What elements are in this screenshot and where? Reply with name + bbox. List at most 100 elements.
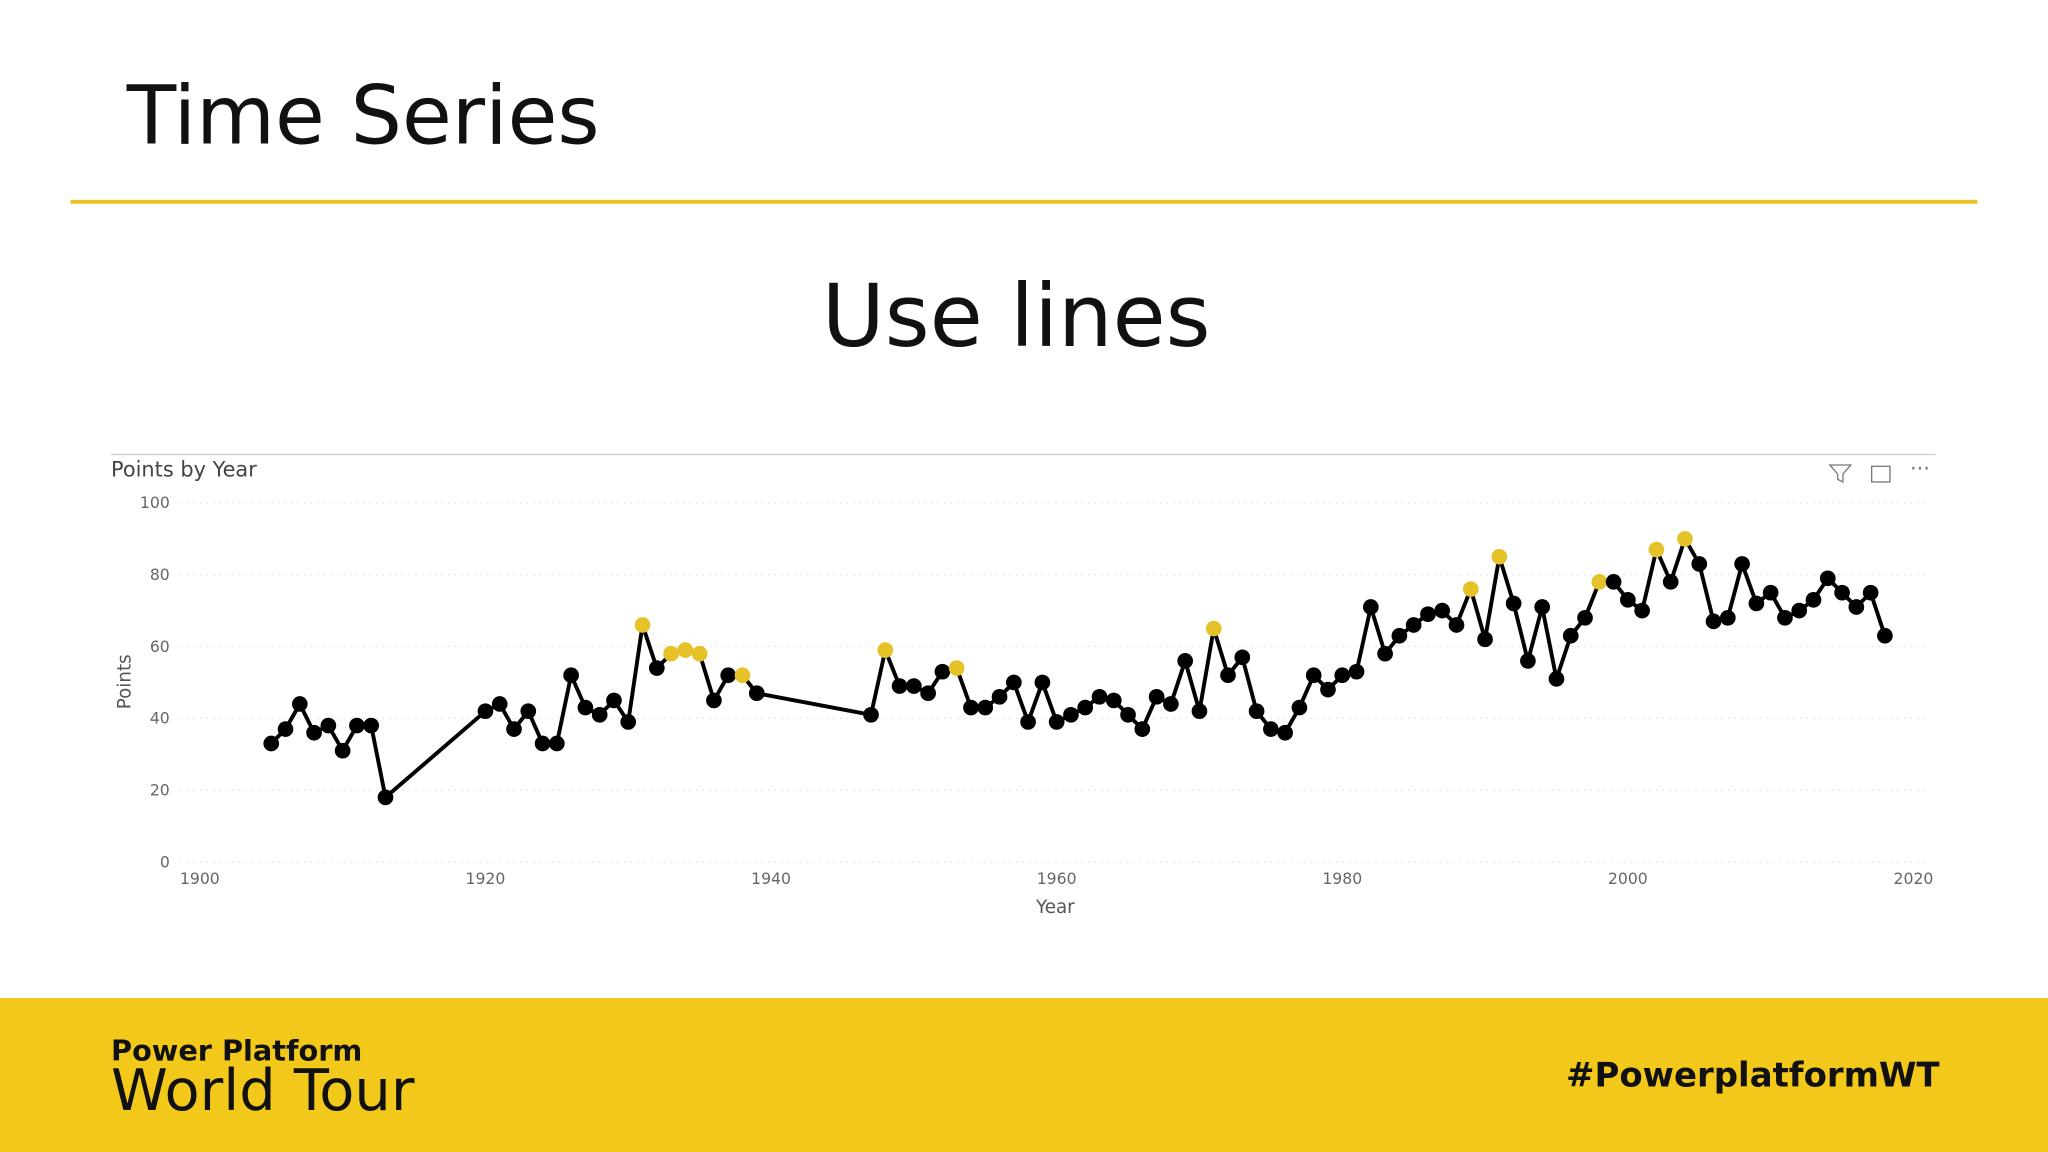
- data-point: [1620, 592, 1636, 608]
- filter-icon[interactable]: [1828, 464, 1853, 484]
- data-point: [1877, 627, 1893, 644]
- footer-brand-bottom: World Tour: [111, 1057, 415, 1124]
- y-axis-label: Points: [115, 654, 136, 709]
- focus-icon[interactable]: [1871, 465, 1891, 483]
- data-point: [948, 660, 965, 676]
- data-point: [1334, 667, 1351, 684]
- data-point: [991, 688, 1008, 705]
- data-point: [491, 696, 508, 712]
- data-point: [1234, 649, 1251, 666]
- chart-title: Points by Year: [111, 458, 257, 482]
- data-point: [1819, 570, 1836, 587]
- data-point: [1277, 724, 1293, 741]
- data-point: [1048, 714, 1065, 730]
- data-point: [291, 696, 308, 712]
- data-point: [1548, 671, 1565, 687]
- data-point: [877, 642, 894, 658]
- data-point: [1091, 688, 1108, 705]
- data-point: [1562, 627, 1579, 644]
- data-point: [906, 678, 922, 694]
- data-point: [1448, 617, 1465, 633]
- data-point: [1805, 592, 1822, 608]
- x-tick-label: 1960: [1037, 869, 1077, 888]
- data-point: [748, 685, 765, 702]
- x-tick-label: 1900: [180, 869, 220, 888]
- title-rule: [70, 199, 1978, 204]
- data-point: [1505, 595, 1522, 612]
- data-point: [1605, 574, 1622, 590]
- data-point: [1477, 631, 1493, 648]
- data-point: [1834, 584, 1850, 601]
- data-point: [1705, 613, 1722, 630]
- data-point: [1591, 574, 1608, 590]
- data-point: [1148, 688, 1165, 705]
- data-point: [377, 789, 394, 806]
- footer-hashtag: #PowerplatformWT: [1566, 1056, 1940, 1096]
- data-point: [1491, 548, 1508, 565]
- data-point: [891, 678, 908, 694]
- data-point: [1248, 703, 1265, 720]
- data-point: [1748, 595, 1765, 612]
- data-point: [648, 660, 665, 676]
- data-point: [1020, 714, 1036, 730]
- x-tick-label: 1920: [466, 869, 506, 888]
- data-point: [549, 735, 565, 752]
- x-axis-label: Year: [1035, 897, 1075, 918]
- y-tick-label: 20: [150, 780, 170, 799]
- data-point: [1848, 599, 1865, 615]
- data-point: [1305, 667, 1322, 684]
- data-point: [1719, 609, 1736, 626]
- visual-icons[interactable]: ···: [1828, 456, 1930, 484]
- y-tick-label: 40: [150, 709, 170, 728]
- data-point: [863, 706, 879, 723]
- data-point: [606, 692, 622, 709]
- series-line: [269, 536, 1887, 800]
- slide-title: Time Series: [126, 70, 600, 164]
- data-point: [1291, 699, 1308, 716]
- x-tick-label: 2020: [1894, 869, 1934, 888]
- data-point: [934, 663, 951, 680]
- data-point: [1648, 541, 1665, 558]
- data-point: [320, 717, 337, 734]
- data-point: [1063, 706, 1079, 723]
- data-point: [706, 692, 722, 709]
- more-icon[interactable]: ···: [1910, 456, 1930, 480]
- data-point: [663, 645, 679, 662]
- data-point: [1577, 609, 1593, 626]
- data-point: [1077, 699, 1094, 716]
- data-point: [1777, 609, 1793, 626]
- data-point: [506, 721, 522, 737]
- data-point: [1163, 696, 1179, 712]
- data-point: [1462, 581, 1479, 597]
- data-point: [1120, 706, 1136, 723]
- data-point: [563, 667, 579, 684]
- data-point: [349, 717, 365, 734]
- data-point: [1677, 530, 1693, 547]
- data-point: [1791, 602, 1808, 619]
- data-point: [1263, 721, 1279, 737]
- slide-subtitle: Use lines: [822, 267, 1211, 367]
- data-point: [1762, 584, 1779, 601]
- y-tick-label: 0: [160, 852, 170, 871]
- data-point: [734, 667, 751, 684]
- y-tick-label: 80: [150, 565, 170, 584]
- data-point: [591, 706, 608, 723]
- plot-area: 0 20 40 60 80 100 1900 1920 1940 1960 1980 2000 2020: [140, 493, 1933, 888]
- data-point: [1862, 584, 1879, 601]
- data-point: [1105, 692, 1122, 709]
- data-point: [1691, 556, 1708, 572]
- data-point: [477, 703, 494, 720]
- data-point: [1520, 653, 1536, 669]
- data-point: [920, 685, 936, 702]
- data-point: [306, 724, 322, 741]
- data-point: [1377, 645, 1393, 662]
- data-point: [1005, 674, 1022, 691]
- data-point: [963, 699, 979, 716]
- data-point: [1391, 627, 1408, 644]
- data-point: [720, 667, 737, 684]
- data-point: [334, 742, 351, 759]
- data-point: [363, 717, 380, 734]
- footer-brand-top: Power Platform: [111, 1034, 362, 1068]
- data-point: [1634, 602, 1650, 619]
